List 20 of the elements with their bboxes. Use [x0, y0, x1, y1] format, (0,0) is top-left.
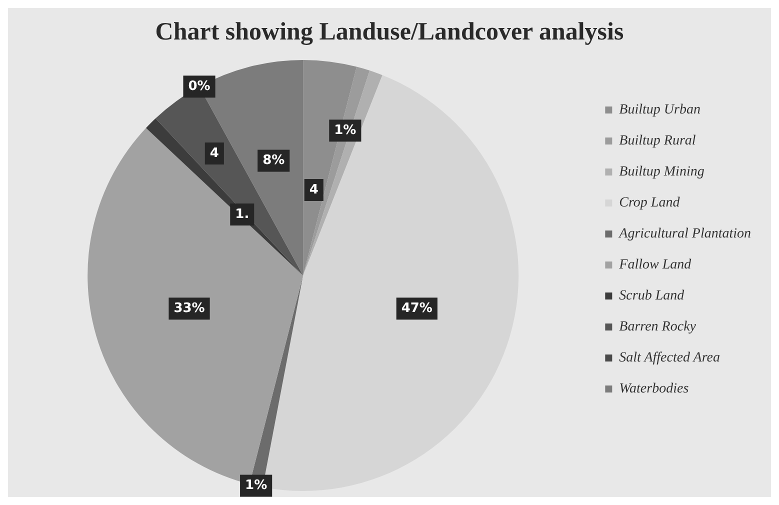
- legend-label: Builtup Rural: [619, 134, 696, 149]
- legend-label: Barren Rocky: [619, 320, 697, 335]
- data-label: 1%: [245, 478, 268, 494]
- legend-label: Crop Land: [619, 196, 681, 211]
- data-label: 4: [309, 182, 318, 198]
- legend-label: Scrub Land: [619, 288, 686, 304]
- data-label: 4: [210, 146, 219, 161]
- data-label: 33%: [174, 300, 205, 316]
- chart-title: Chart showing Landuse/Landcover analysis: [155, 18, 624, 46]
- legend-label: Waterbodies: [619, 382, 690, 397]
- data-label: 8%: [262, 153, 285, 168]
- legend-label: Salt Affected Area: [619, 350, 720, 366]
- text: 0%: [188, 79, 210, 94]
- data-label: 47%: [401, 300, 432, 316]
- legend-label: Builtup Mining: [619, 164, 704, 180]
- data-label: 1%: [334, 123, 356, 138]
- legend-label: Agricultural Plantation: [618, 226, 752, 242]
- data-label: 1.: [235, 206, 250, 222]
- legend-label: Fallow Land: [618, 258, 692, 273]
- legend-label: Builtup Urban: [619, 102, 700, 118]
